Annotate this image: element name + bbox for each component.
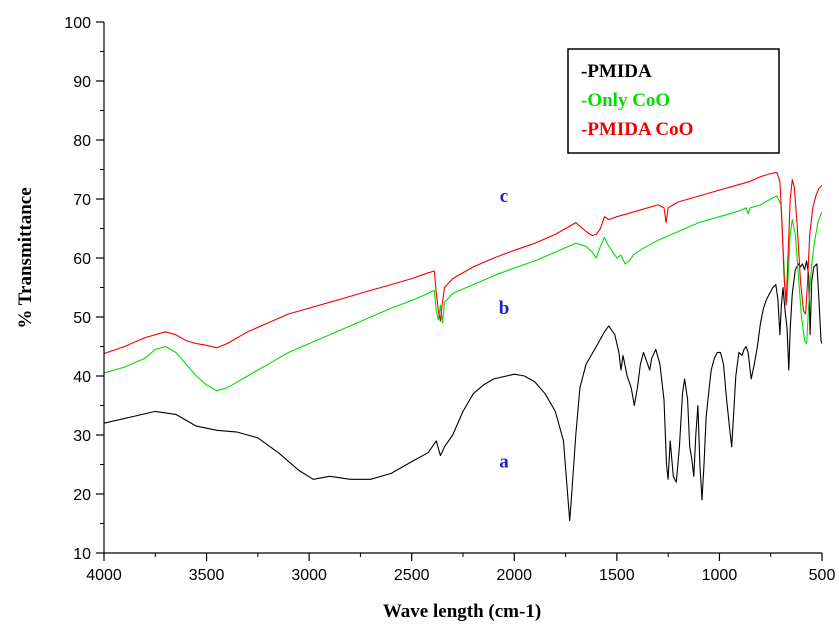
x-tick-label: 500 [809,567,836,584]
series-line-3 [104,171,822,355]
y-tick-label: 40 [73,369,91,386]
legend-entry: -PMIDA CoO [581,119,693,140]
legend: -PMIDA -Only CoO -PMIDA CoO [567,48,780,154]
y-tick-label: 20 [73,487,91,504]
legend-entry: -Only CoO [581,90,670,111]
curve-labels: a b c [499,186,510,473]
series-line-1 [104,260,822,522]
x-tick-label: 3500 [189,567,225,584]
series-curves [104,171,822,522]
y-tick-label: 90 [73,74,91,91]
curve-label-c: c [500,186,508,207]
y-tick-label: 60 [73,251,91,268]
axis-ticks: 10 20 30 40 50 60 70 80 90 100 4000 3500 3000 2500 200… [64,15,835,584]
x-tick-label: 2500 [394,567,430,584]
curve-label-b: b [499,298,510,319]
y-tick-label: 50 [73,310,91,327]
y-tick-label: 30 [73,428,91,445]
legend-entry: -PMIDA [581,61,652,82]
x-tick-label: 3000 [291,567,327,584]
y-tick-label: 70 [73,192,91,209]
legend-box [567,48,780,154]
y-tick-label: 10 [73,546,91,563]
x-tick-label: 1500 [599,567,635,584]
x-tick-label: 4000 [86,567,122,584]
curve-label-a: a [499,451,509,472]
x-tick-label: 2000 [496,567,532,584]
y-axis-title: % Transmittance [15,187,36,328]
y-tick-label: 80 [73,133,91,150]
series-line-2 [104,195,822,392]
y-tick-label: 100 [64,15,91,32]
x-tick-label: 1000 [702,567,738,584]
x-axis-title: Wave length (cm-1) [383,601,541,622]
